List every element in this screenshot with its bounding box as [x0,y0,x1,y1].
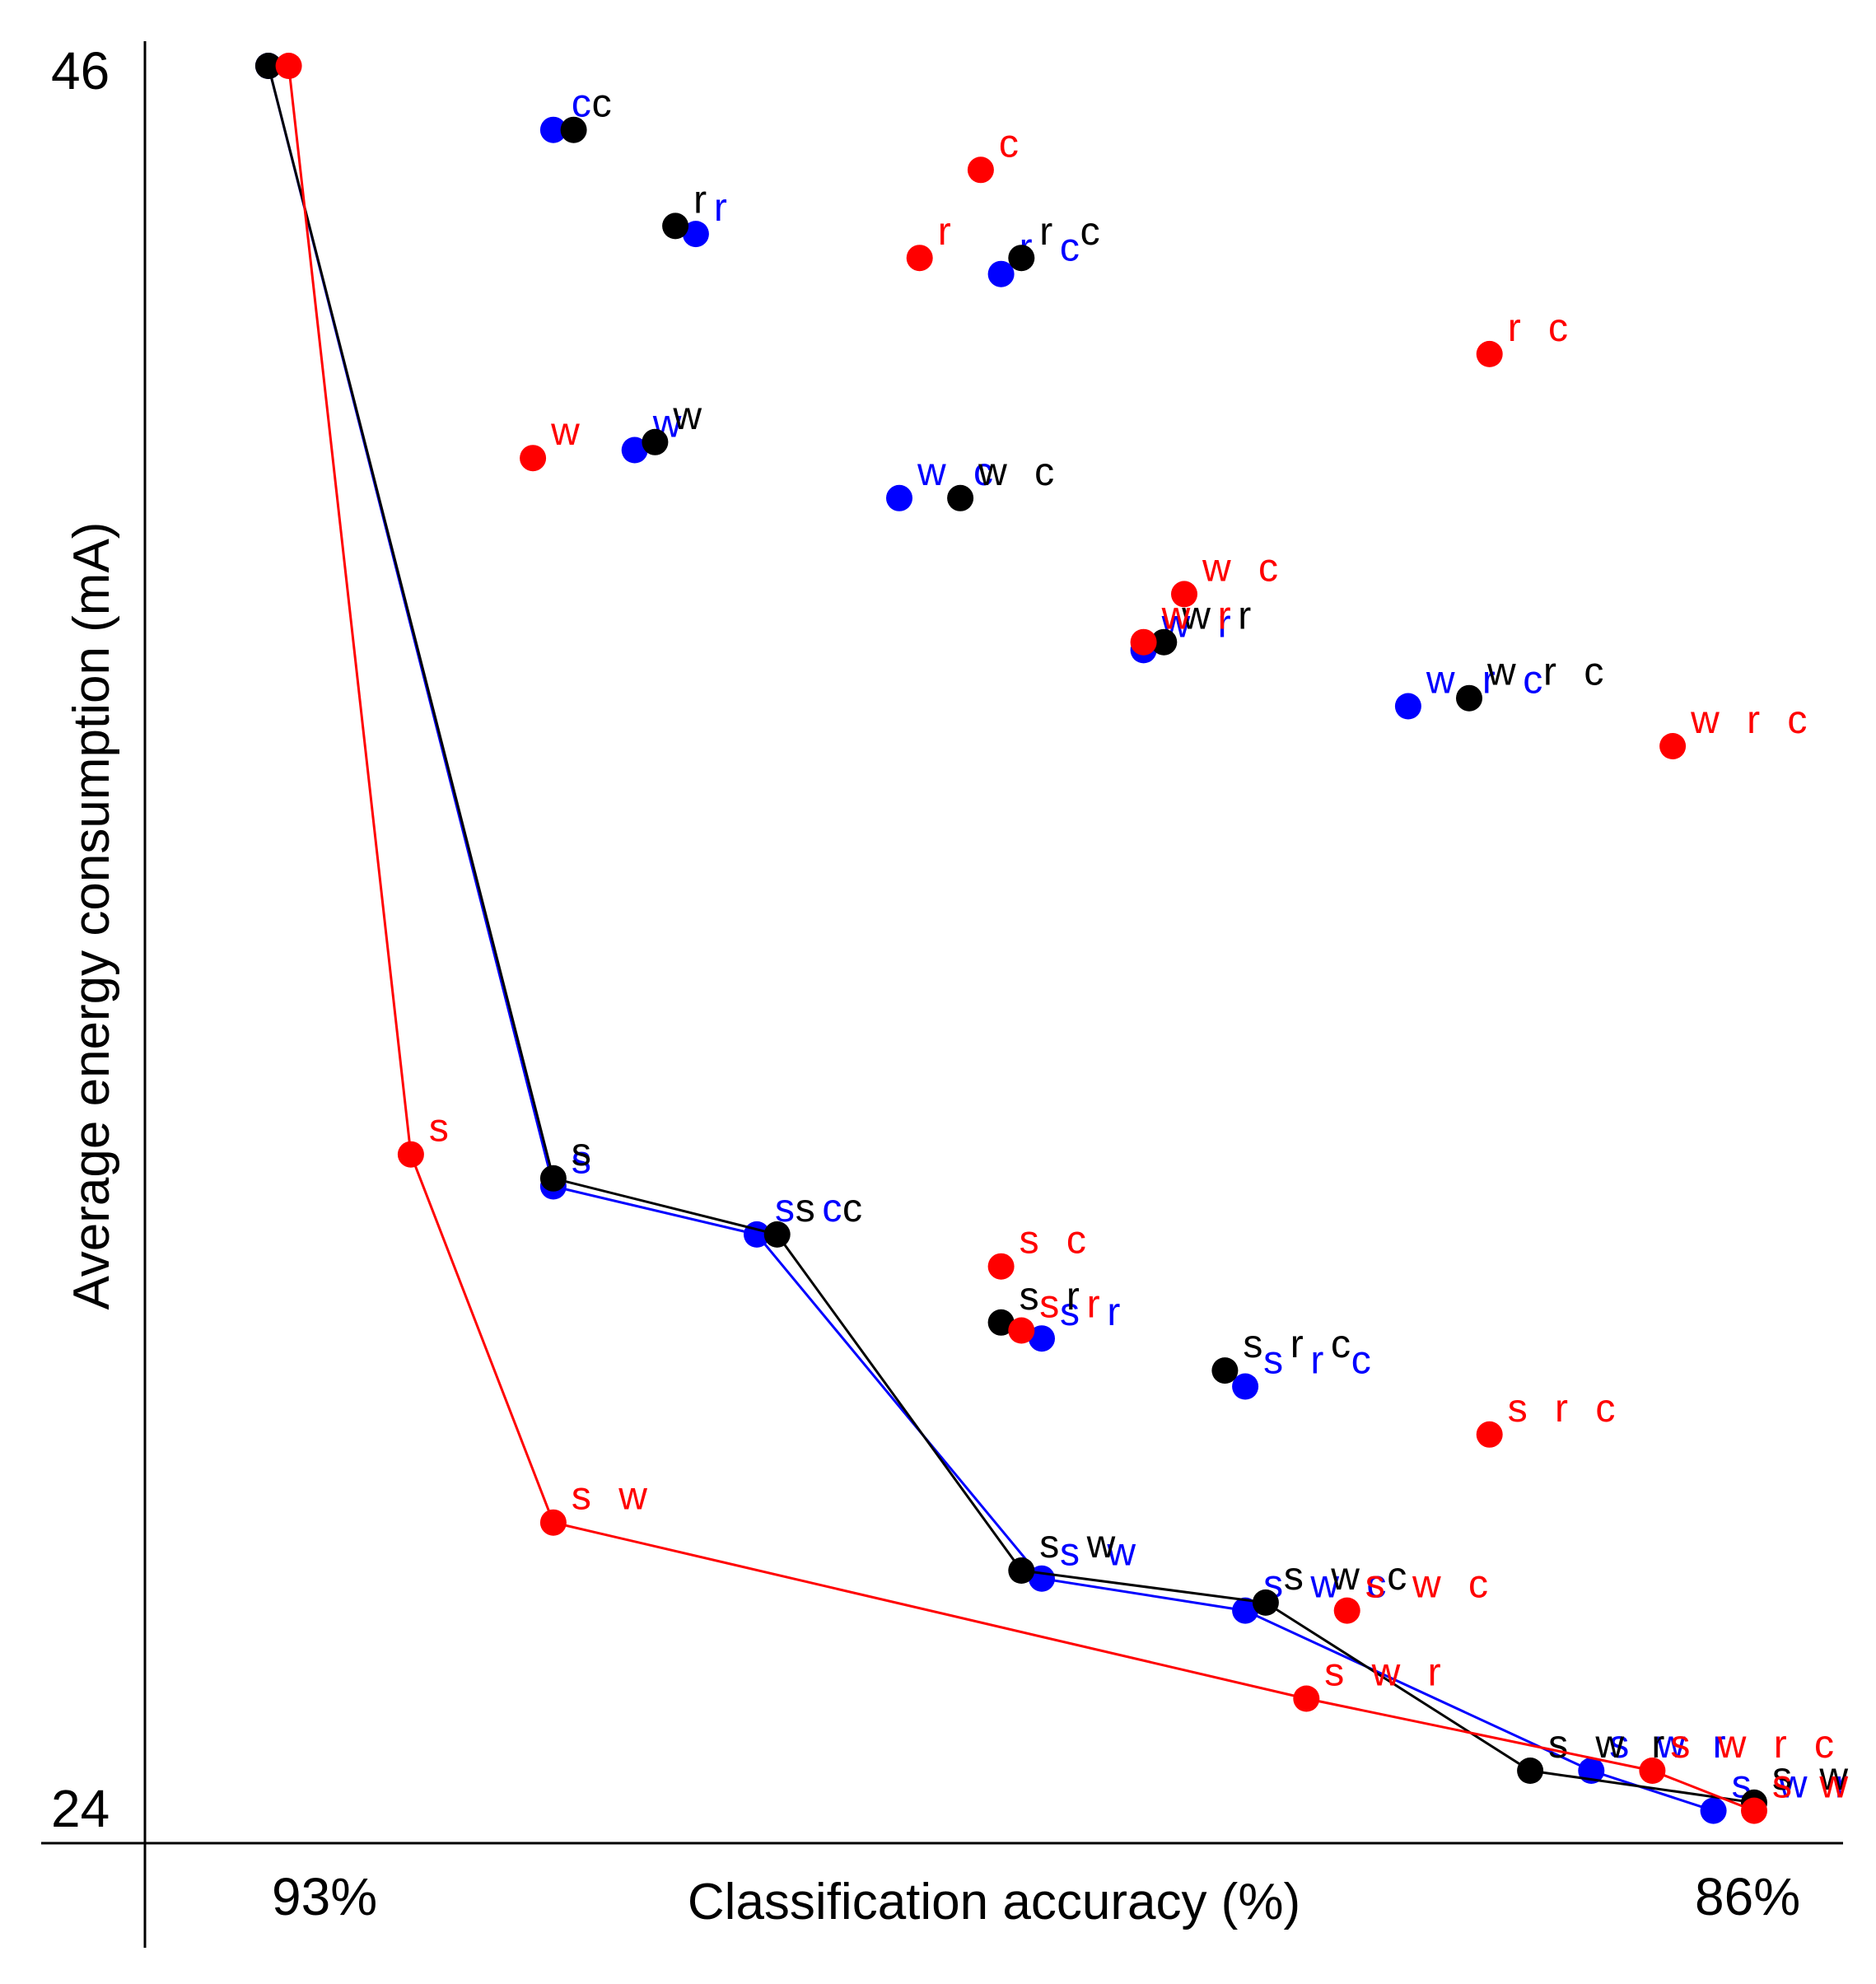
series-2-point-label-15: s r c [1508,1387,1624,1431]
series-1-point-15 [1211,1357,1239,1384]
series-1-point-7 [560,116,587,143]
series-2-point-label-4: s w r c [1670,1723,1842,1767]
series-0-point-9 [621,436,648,464]
series-2-point-14 [1008,1317,1035,1344]
series-2-frontier-line [287,65,1755,1812]
series-2-point-15 [1476,1421,1503,1448]
series-2-point-label-13: s c [1020,1219,1094,1263]
series-0-point-label-2: s c [775,1187,850,1230]
series-0-frontier-line [267,65,1715,1813]
series-0-point-label-4: s w c [1263,1563,1394,1607]
series-2-point-label-12: w r c [1690,698,1815,742]
series-1-point-label-2: s c [796,1187,870,1230]
series-0-point-11 [886,484,912,511]
series-2-point-label-1: s [429,1107,457,1151]
series-2-point-label-16: s w c [1365,1563,1496,1607]
series-2-point-label-14: s r [1039,1283,1108,1327]
series-2-point-label-11: w r [1161,595,1239,638]
y-tick-bottom: 24 [51,1779,110,1838]
series-1-point-2 [763,1221,791,1248]
series-2-point-0 [275,53,302,79]
series-0-point-13 [1394,693,1421,720]
series-2-point-11 [1130,628,1157,656]
series-1-point-13 [1456,684,1482,712]
series-1-point-label-4: s w c [1284,1555,1415,1599]
series-2-point-10 [1171,581,1197,608]
series-0-point-4 [1232,1597,1259,1624]
series-1-point-5 [1517,1758,1544,1784]
series-1-point-label-6: s w r c [1772,1755,1876,1799]
series-1-point-label-5: s w r [1548,1723,1673,1767]
series-1-point-label-14: s r [1020,1275,1088,1319]
series-2-point-7 [906,245,933,272]
series-2-point-label-10: w c [1202,546,1286,590]
series-2-point-label-2: s w [572,1475,656,1519]
series-0-point-label-5: s w r [1609,1723,1734,1767]
series-0-point-label-14: s r [1060,1291,1128,1334]
series-0-point-7 [539,116,567,143]
series-2-point-2 [539,1509,567,1536]
series-2-point-13 [987,1253,1015,1280]
series-2-point-3 [1293,1685,1320,1712]
series-1-point-label-15: s r c [1243,1323,1359,1366]
x-tick-right: 86% [1695,1867,1800,1926]
series-2-point-label-6: c [999,122,1027,166]
y-tick-top: 46 [51,41,110,100]
series-1-point-label-3: s w [1039,1523,1123,1566]
series-0-point-label-8: r [714,186,735,230]
series-2: ss ws w rs w r cs w r ccrwr cw cw rw r c… [275,53,1876,1824]
series-0-point-15 [1232,1373,1259,1400]
series-1-point-label-1: s [572,1131,600,1174]
series-1-point-14 [987,1309,1015,1336]
series-2-point-label-9: r c [1508,306,1576,350]
series-2-point-label-5: s w r c [1772,1763,1876,1807]
series-1-point-label-10: r c [1039,210,1108,254]
series-1-point-label-13: w r c [1486,651,1612,694]
series-1-point-3 [1008,1557,1035,1584]
series-2-point-1 [397,1141,424,1168]
series-1-point-10 [1008,245,1035,272]
y-axis-title: Average energy consumption (mA) [63,522,120,1310]
series-2-point-4 [1639,1758,1666,1784]
series-2-point-5 [1741,1797,1767,1824]
series-2-point-8 [520,445,547,472]
series-2-point-12 [1659,733,1687,759]
series-1: ss cs ws w cs w rs w r ccrwr cw cw rw r … [254,53,1876,1816]
series-1-point-label-7: c [592,82,620,126]
x-axis-title: Classification accuracy (%) [688,1874,1300,1930]
series-0-point-14 [1029,1325,1055,1352]
series-2-point-9 [1476,340,1503,367]
series-1-point-12 [1150,628,1178,656]
series-0-point-label-3: s w [1060,1531,1144,1575]
series-0-point-label-1: s [572,1139,600,1183]
series-2-point-16 [1333,1597,1360,1624]
series-0-point-6 [1700,1797,1727,1824]
series-2-point-label-8: w [550,410,588,454]
series-0-point-8 [682,221,709,248]
series-0-point-10 [987,260,1015,287]
series-1-point-0 [254,53,282,79]
series-1-point-label-8: r [693,178,715,222]
series-1-point-1 [539,1165,567,1192]
series-1-point-label-9: w [672,394,710,438]
series-1-point-label-11: w c [978,450,1062,494]
series-2-point-label-7: r [938,210,959,254]
series-1-point-11 [947,484,974,511]
series-0-point-label-13: w r c [1426,659,1551,703]
series-1-point-8 [662,212,689,240]
series-0-point-label-15: s r c [1263,1339,1379,1383]
series-1-point-4 [1252,1589,1279,1616]
plot-area: ss cs ws w cs w rs w r ccrwr cw cw rw r … [254,53,1876,1824]
series-1-point-9 [642,428,669,455]
x-tick-left: 93% [272,1867,377,1926]
series-2-point-label-3: s w r [1324,1651,1449,1695]
series-2-point-6 [967,156,994,184]
